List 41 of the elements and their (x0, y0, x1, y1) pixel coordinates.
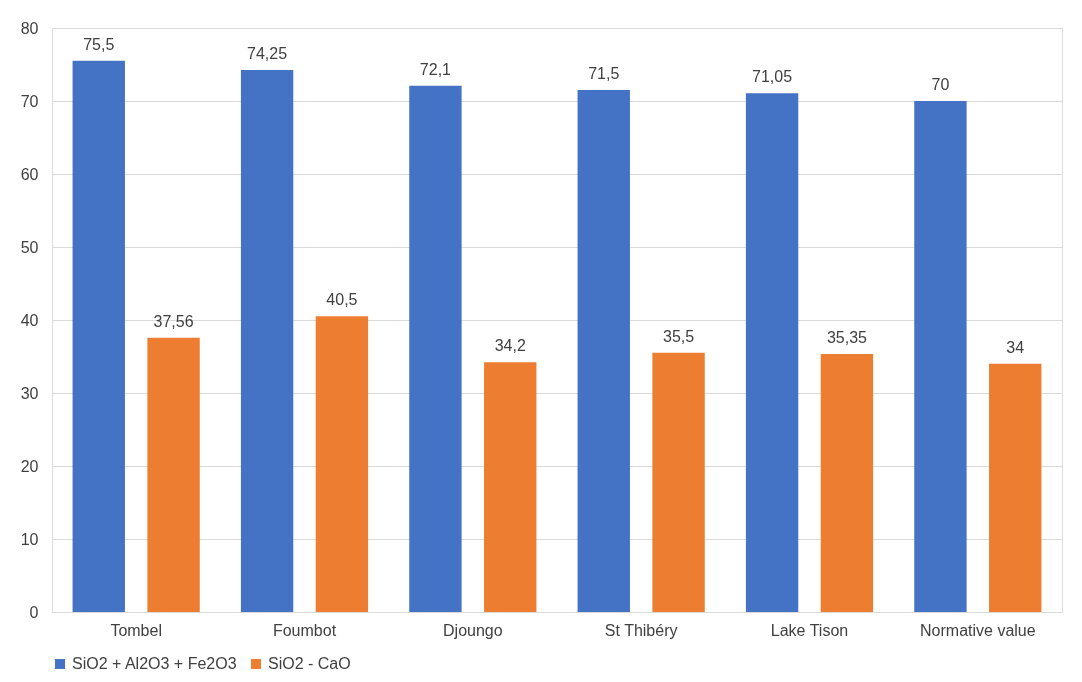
data-label: 70 (931, 76, 950, 93)
x-tick-label: Lake Tison (770, 621, 849, 639)
legend-label: SiO2 - CaO (268, 655, 351, 672)
data-label: 75,5 (83, 35, 115, 53)
bar (147, 337, 200, 612)
x-tick-label: Djoungo (443, 621, 503, 639)
data-label: 34 (1006, 338, 1025, 356)
bar (409, 85, 462, 612)
bar (315, 316, 369, 612)
bar (745, 93, 799, 612)
x-tick-label: Tombel (110, 621, 162, 639)
legend-label: SiO2 + Al2O3 + Fe2O3 (72, 655, 237, 672)
data-label: 72,1 (419, 60, 452, 78)
bar (577, 90, 630, 612)
data-label: 40,5 (326, 291, 358, 309)
data-label: 35,35 (826, 328, 868, 346)
bar (652, 352, 705, 612)
bar (914, 101, 967, 612)
bar (484, 362, 537, 612)
y-tick-label: 60 (20, 165, 39, 183)
x-tick-label: Normative value (920, 621, 1036, 639)
data-label: 74,25 (247, 44, 288, 62)
data-label: 71,5 (588, 65, 620, 83)
bar (989, 363, 1042, 612)
bar (72, 60, 125, 612)
y-tick-label: 30 (20, 384, 39, 402)
data-label: 35,5 (663, 327, 695, 345)
bar (240, 69, 294, 612)
x-tick-label: Foumbot (272, 621, 337, 639)
data-label: 37,56 (153, 312, 194, 330)
y-tick-label: 20 (20, 457, 39, 475)
y-tick-label: 70 (20, 92, 39, 110)
y-tick-label: 40 (20, 311, 39, 329)
y-tick-label: 10 (20, 530, 39, 548)
data-label: 34,2 (494, 337, 526, 355)
y-tick-label: 80 (20, 19, 39, 37)
y-tick-label: 0 (29, 603, 39, 621)
bar (820, 353, 874, 612)
y-tick-label: 50 (20, 238, 39, 256)
data-label: 71,05 (752, 68, 793, 86)
x-tick-label: St Thibéry (604, 621, 678, 639)
